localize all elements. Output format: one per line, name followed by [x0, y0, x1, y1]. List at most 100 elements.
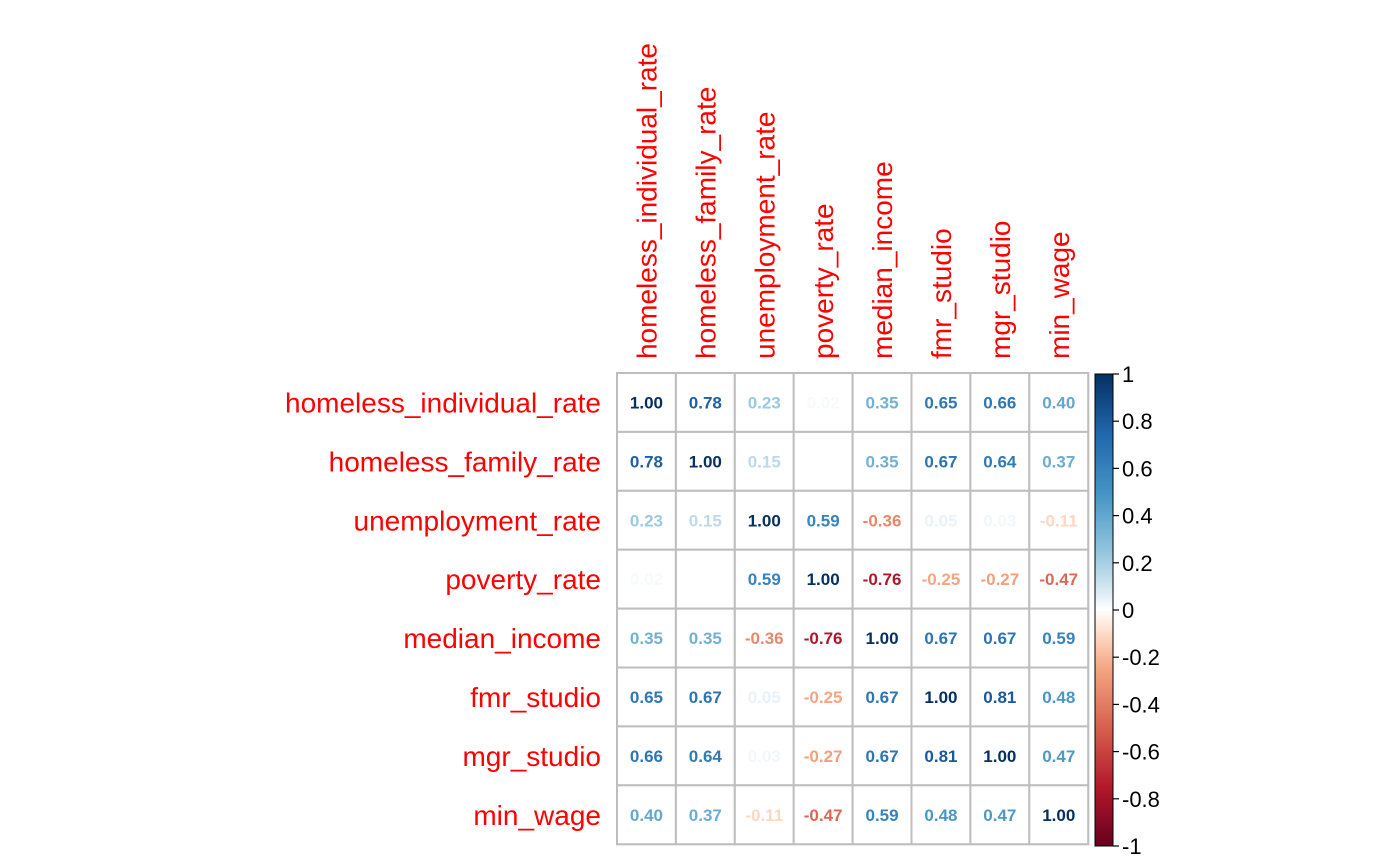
- heatmap-cell-min-wage-poverty-rate: [792, 784, 854, 846]
- color-legend-ticks: 1 0.8 0.6 0.4 0.2 0 -0.2 -0.4 -0.6 -0.8 -1: [1113, 362, 1160, 859]
- heatmap-cell-fmr-studio-mgr-studio: [969, 666, 1031, 728]
- cell-value-label: 1.00: [1042, 806, 1075, 825]
- cell-value-label: -0.11: [745, 806, 783, 825]
- cell-value-label: 0.03: [748, 747, 781, 766]
- cell-value-label: 0.64: [983, 452, 1017, 471]
- legend-tick-label: -0.4: [1122, 692, 1160, 717]
- cell-value-label: 0.81: [924, 747, 957, 766]
- cell-value-label: 0.02: [630, 570, 663, 589]
- row-labels: homeless_individual_rate homeless_family_…: [285, 387, 601, 830]
- row-label-fmr-studio: fmr_studio: [470, 682, 601, 713]
- cell-value-label: 0.59: [748, 570, 781, 589]
- heatmap-cell-homeless-individual-rate-median-income: [851, 372, 913, 433]
- heatmap-cell-mgr-studio-min-wage: [1028, 725, 1090, 787]
- color-legend: 1 0.8 0.6 0.4 0.2 0 -0.2 -0.4 -0.6 -0.8 -1: [1094, 362, 1160, 859]
- column-label-poverty-rate: poverty_rate: [808, 203, 839, 359]
- heatmap-cells: 1.00 0.78 0.23 0.02 0.35 0.65 0.66 0.40 0.78 1.00…: [616, 372, 1090, 846]
- heatmap-cell-fmr-studio-unemployment-rate: [733, 666, 795, 728]
- cell-value-label: 0.67: [689, 688, 722, 707]
- cell-value-label: -0.25: [922, 570, 961, 589]
- heatmap-cell-fmr-studio-fmr-studio: [910, 666, 972, 728]
- cell-value-label: 0.48: [924, 806, 957, 825]
- heatmap-cell-poverty-rate-min-wage: [1028, 548, 1090, 610]
- cell-value-label: 0.15: [748, 452, 781, 471]
- cell-value-label: 0.67: [983, 629, 1016, 648]
- column-labels: homeless_individual_rate homeless_family_…: [631, 43, 1074, 359]
- column-label-mgr-studio: mgr_studio: [985, 220, 1016, 359]
- cell-value-label: 1.00: [924, 688, 957, 707]
- legend-tick-label: 1: [1122, 362, 1134, 387]
- row-label-poverty-rate: poverty_rate: [445, 564, 601, 595]
- column-label-unemployment-rate: unemployment_rate: [749, 112, 780, 359]
- cell-value-label: 0.35: [866, 452, 899, 471]
- heatmap-cell-unemployment-rate-min-wage: [1028, 489, 1090, 551]
- heatmap-cell-min-wage-mgr-studio: [969, 784, 1031, 846]
- heatmap-cell-min-wage-homeless-family-rate: [674, 784, 736, 846]
- cell-value-label: 0.59: [866, 806, 899, 825]
- legend-tick-label: 0: [1122, 598, 1134, 623]
- cell-value-label: 0.64: [689, 747, 723, 766]
- cell-value-label: 0.37: [1042, 452, 1075, 471]
- heatmap-cell-min-wage-min-wage: [1028, 784, 1090, 846]
- legend-tick-label: -0.6: [1122, 740, 1160, 765]
- heatmap-cell-unemployment-rate-median-income: [851, 489, 913, 551]
- cell-value-label: -0.47: [804, 806, 843, 825]
- heatmap-cell-median-income-min-wage: [1028, 607, 1090, 669]
- column-label-homeless-family-rate: homeless_family_rate: [690, 87, 721, 359]
- column-label-fmr-studio: fmr_studio: [926, 228, 957, 359]
- column-label-min-wage: min_wage: [1044, 231, 1075, 359]
- cell-value-label: 0.78: [630, 452, 663, 471]
- heatmap-cell-median-income-fmr-studio: [910, 607, 972, 669]
- cell-value-label: 0.78: [689, 393, 722, 412]
- cell-value-label: 0.03: [983, 511, 1016, 530]
- cell-value-label: 0.59: [1042, 629, 1075, 648]
- heatmap-cell-unemployment-rate-fmr-studio: [910, 489, 972, 551]
- heatmap-cell-mgr-studio-unemployment-rate: [733, 725, 795, 787]
- heatmap-cell-homeless-family-rate-min-wage: [1028, 430, 1090, 492]
- cell-value-label: 0.23: [630, 511, 663, 530]
- heatmap-cell-poverty-rate-homeless-family-rate: [674, 548, 736, 610]
- row-label-homeless-individual-rate: homeless_individual_rate: [285, 387, 601, 418]
- color-legend-bar: [1094, 373, 1114, 847]
- cell-value-label: 0.67: [924, 629, 957, 648]
- cell-value-label: 0.67: [866, 688, 899, 707]
- legend-tick-label: -1: [1122, 834, 1142, 859]
- cell-value-label: 1.00: [983, 747, 1016, 766]
- cell-value-label: 0.59: [807, 511, 840, 530]
- cell-value-label: 0.67: [866, 747, 899, 766]
- cell-value-label: 1.00: [866, 629, 899, 648]
- row-label-min-wage: min_wage: [473, 800, 601, 831]
- legend-tick-label: -0.8: [1122, 787, 1160, 812]
- cell-value-label: 0.35: [866, 393, 899, 412]
- legend-tick-label: 0.2: [1122, 551, 1153, 576]
- heatmap-cell-fmr-studio-min-wage: [1028, 666, 1090, 728]
- row-label-homeless-family-rate: homeless_family_rate: [329, 446, 601, 477]
- cell-value-label: 0.05: [924, 511, 957, 530]
- cell-value-label: 1.00: [630, 393, 663, 412]
- cell-value-label: -0.76: [804, 629, 843, 648]
- legend-tick-label: 0.4: [1122, 504, 1153, 529]
- cell-value-label: 0.65: [924, 393, 957, 412]
- cell-value-label: 0.67: [924, 452, 957, 471]
- heatmap-cell-mgr-studio-fmr-studio: [910, 725, 972, 787]
- cell-value-label: 0.66: [630, 747, 663, 766]
- cell-value-label: 1.00: [748, 511, 781, 530]
- heatmap-cell-min-wage-median-income: [851, 784, 913, 846]
- heatmap-cell-unemployment-rate-poverty-rate: [792, 489, 854, 551]
- cell-value-label: -0.36: [863, 511, 902, 530]
- heatmap-cell-median-income-median-income: [851, 607, 913, 669]
- cell-value-label: -0.36: [745, 629, 784, 648]
- cell-value-label: 0.81: [983, 688, 1016, 707]
- cell-value-label: 0.15: [689, 511, 722, 530]
- cell-value-label: 0.40: [1042, 393, 1075, 412]
- cell-value-label: 0.23: [748, 393, 781, 412]
- heatmap-cell-mgr-studio-mgr-studio: [969, 725, 1031, 787]
- cell-value-label: 1.00: [807, 570, 840, 589]
- heatmap-cell-homeless-individual-rate-mgr-studio: [969, 372, 1031, 433]
- cell-value-label: -0.76: [863, 570, 902, 589]
- heatmap-cell-unemployment-rate-mgr-studio: [969, 489, 1031, 551]
- cell-value-label: 0.65: [630, 688, 663, 707]
- cell-value-label: 0.40: [630, 806, 663, 825]
- cell-value-label: -0.11: [1040, 511, 1078, 530]
